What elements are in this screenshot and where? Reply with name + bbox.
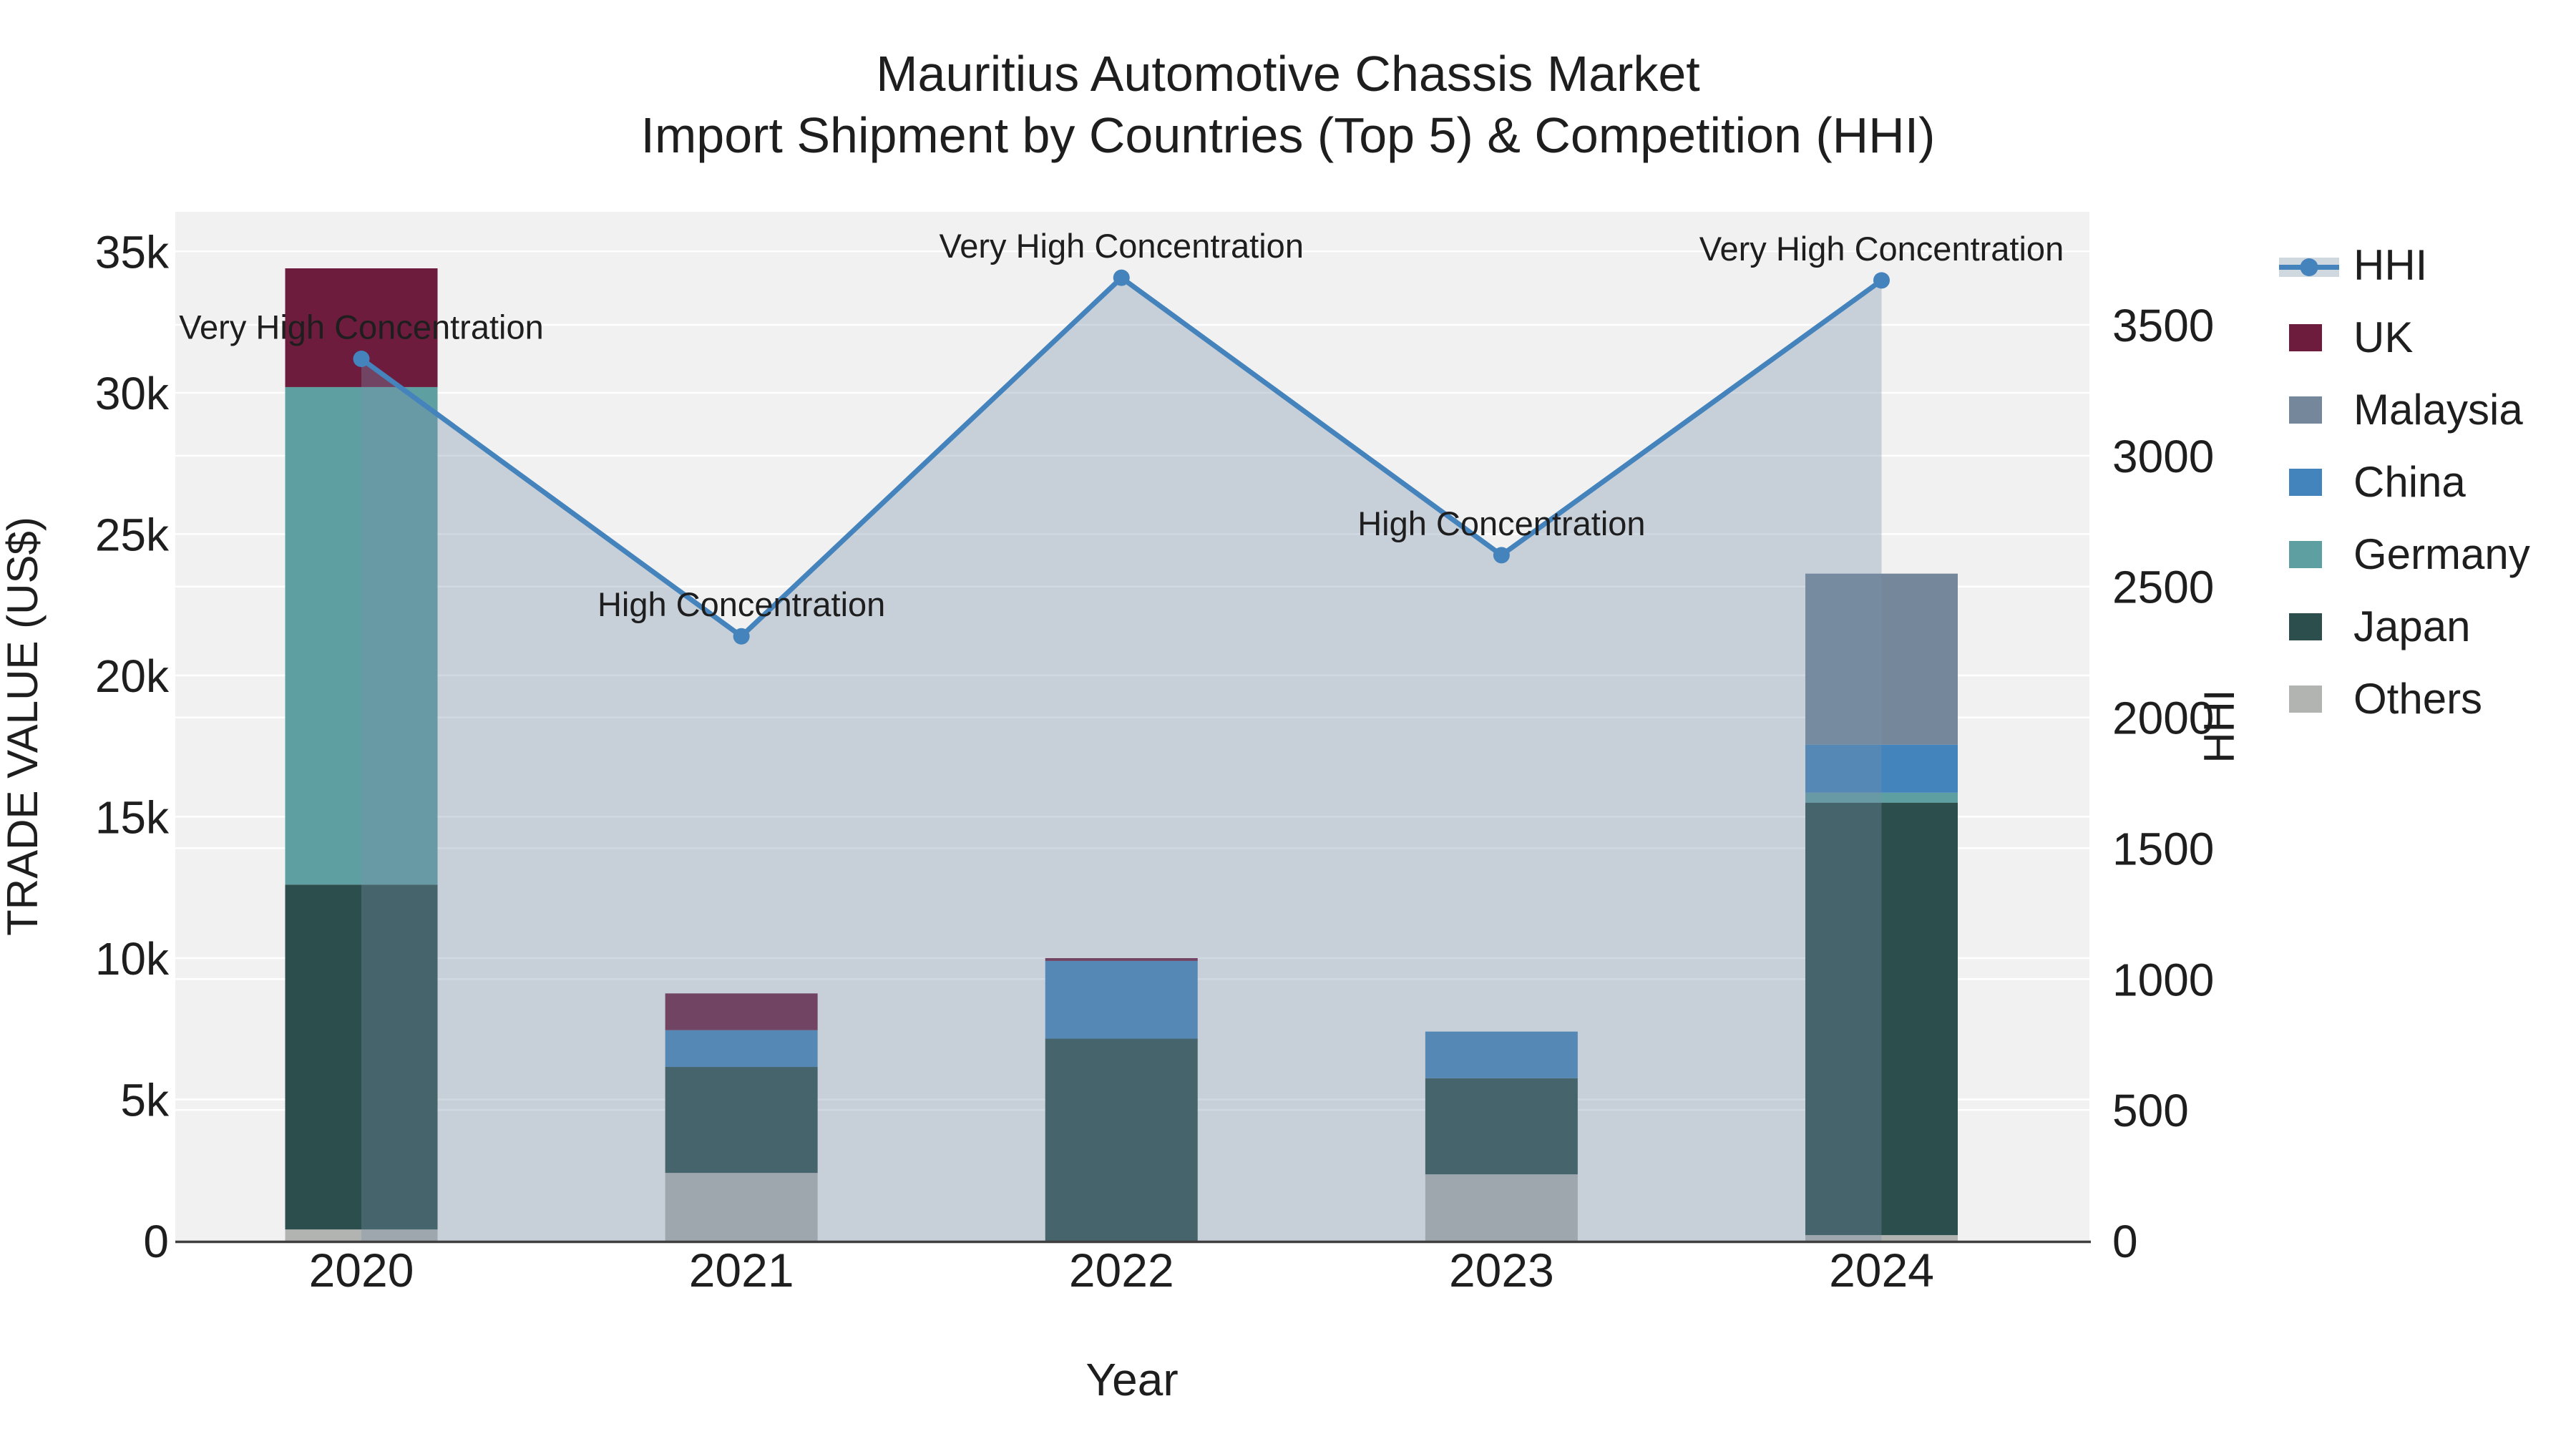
legend-item-china[interactable]: China [2279, 457, 2530, 507]
right-tick-3000: 3000 [2112, 431, 2214, 482]
hhi-marker-2023[interactable] [1493, 547, 1510, 564]
hhi-line-swatch-icon [2279, 245, 2339, 286]
legend-item-hhi[interactable]: HHI [2279, 240, 2530, 290]
hhi-marker-2022[interactable] [1113, 269, 1130, 286]
legend-label: Others [2353, 675, 2483, 723]
right-tick-500: 500 [2112, 1085, 2189, 1136]
legend-label: Germany [2353, 530, 2530, 578]
legend-item-malaysia[interactable]: Malaysia [2279, 385, 2530, 434]
x-axis-title: Year [1085, 1354, 1178, 1405]
legend-label: Japan [2353, 602, 2471, 650]
bar-segment-germany-2024[interactable] [1805, 792, 1958, 803]
legend-item-uk[interactable]: UK [2279, 313, 2530, 362]
annotation-2021: High Concentration [597, 585, 885, 623]
right-tick-1500: 1500 [2112, 823, 2214, 874]
left-tick-0: 0 [143, 1216, 169, 1267]
right-tick-3500: 3500 [2112, 300, 2214, 351]
bar-segment-uk-2021[interactable] [665, 993, 818, 1030]
color-swatch-icon [2279, 468, 2339, 496]
x-tick-2022: 2022 [1069, 1244, 1174, 1297]
chart-title: Mauritius Automotive Chassis Market Impo… [0, 43, 2576, 166]
chart-title-line2: Import Shipment by Countries (Top 5) & C… [640, 107, 1936, 163]
left-tick-20k: 20k [95, 650, 170, 702]
chart-title-line1: Mauritius Automotive Chassis Market [876, 46, 1700, 102]
color-swatch-icon [2279, 396, 2339, 424]
left-axis-title: TRADE VALUE (US$) [0, 517, 47, 936]
bar-segment-china-2024[interactable] [1805, 744, 1958, 793]
legend-item-others[interactable]: Others [2279, 674, 2530, 723]
right-tick-2500: 2500 [2112, 562, 2214, 613]
bar-segment-japan-2021[interactable] [665, 1067, 818, 1174]
bar-segment-uk-2020[interactable] [285, 268, 438, 387]
bar-segment-japan-2020[interactable] [285, 884, 438, 1230]
annotation-2022: Very High Concentration [940, 227, 1304, 265]
legend-item-japan[interactable]: Japan [2279, 602, 2530, 651]
hhi-marker-2024[interactable] [1873, 272, 1890, 289]
hhi-area-fill [361, 278, 1882, 1241]
legend-item-germany[interactable]: Germany [2279, 530, 2530, 579]
left-tick-15k: 15k [95, 791, 170, 843]
stacked-bars[interactable] [285, 268, 1958, 1241]
annotation-2024: Very High Concentration [1699, 230, 2064, 268]
color-swatch-icon [2279, 613, 2339, 640]
x-tick-2020: 2020 [309, 1244, 414, 1297]
color-swatch-icon [2279, 323, 2339, 351]
right-axis-title: HHI [2195, 689, 2243, 763]
bar-segment-others-2021[interactable] [665, 1173, 818, 1241]
legend-label: Malaysia [2353, 386, 2523, 434]
left-tick-10k: 10k [95, 933, 170, 985]
bar-segment-malaysia-2024[interactable] [1805, 573, 1958, 745]
right-tick-0: 0 [2112, 1216, 2138, 1267]
annotation-2020: Very High Concentration [179, 308, 543, 346]
legend-label: HHI [2353, 241, 2428, 289]
x-tick-2023: 2023 [1449, 1244, 1554, 1297]
legend-label: China [2353, 458, 2466, 506]
bar-segment-japan-2024[interactable] [1805, 802, 1958, 1236]
annotations: Very High Concentration High Concentratio… [179, 227, 2064, 623]
left-tick-30k: 30k [95, 368, 170, 419]
annotation-2023: High Concentration [1357, 504, 1645, 542]
bar-segment-germany-2020[interactable] [285, 386, 438, 885]
right-tick-2000: 2000 [2112, 693, 2214, 744]
hhi-markers[interactable] [353, 269, 1890, 645]
bar-segment-japan-2022[interactable] [1045, 1038, 1198, 1241]
color-swatch-icon [2279, 540, 2339, 568]
hhi-marker-2020[interactable] [353, 351, 370, 368]
bar-segment-japan-2023[interactable] [1425, 1078, 1578, 1175]
hhi-marker-2021[interactable] [733, 628, 750, 645]
legend: HHI UK Malaysia China Germany Japan Others [2279, 240, 2530, 746]
left-tick-25k: 25k [95, 509, 170, 560]
bar-segment-others-2024[interactable] [1805, 1235, 1958, 1241]
bar-segment-china-2021[interactable] [665, 1030, 818, 1068]
bar-segment-china-2022[interactable] [1045, 960, 1198, 1039]
bar-segment-others-2023[interactable] [1425, 1174, 1578, 1241]
right-tick-1000: 1000 [2112, 954, 2214, 1005]
x-tick-2021: 2021 [689, 1244, 794, 1297]
color-swatch-icon [2279, 685, 2339, 713]
x-tick-2024: 2024 [1829, 1244, 1934, 1297]
bar-segment-others-2020[interactable] [285, 1229, 438, 1241]
left-tick-35k: 35k [95, 226, 170, 278]
legend-label: UK [2353, 313, 2414, 361]
bar-segment-uk-2022[interactable] [1045, 957, 1198, 961]
bar-segment-china-2023[interactable] [1425, 1031, 1578, 1078]
left-tick-5k: 5k [120, 1074, 170, 1126]
axis-tick-labels: 0 5k 10k 15k 20k 25k 30k 35k 0 500 1000 1500 2000 250… [95, 226, 2215, 1297]
